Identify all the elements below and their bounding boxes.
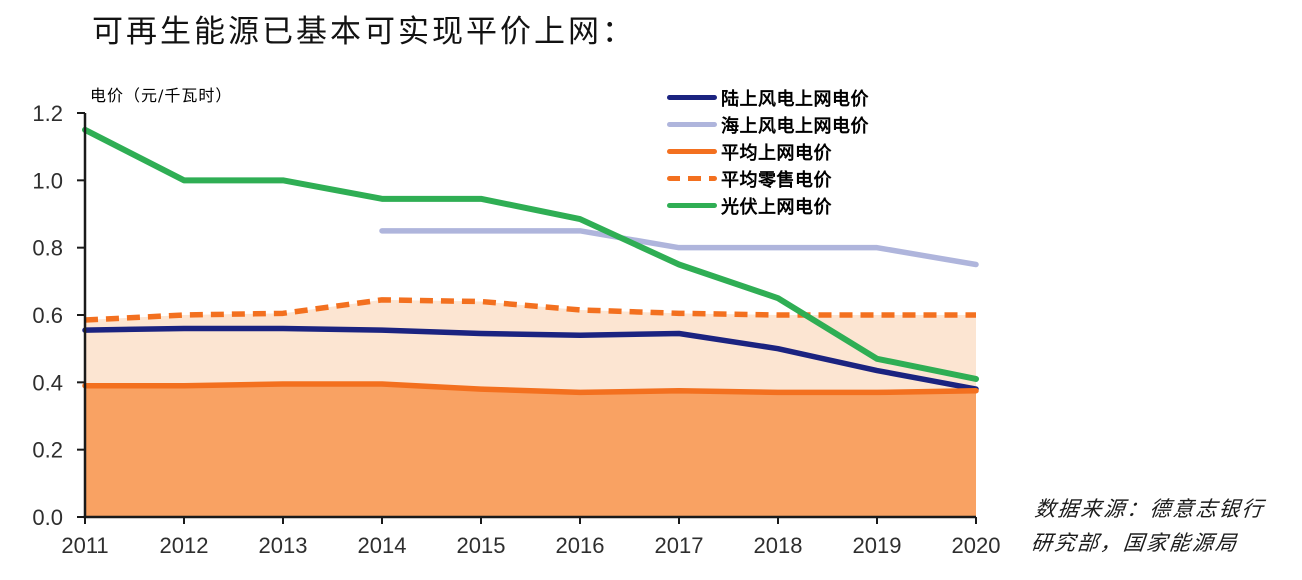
legend-swatch-line-icon (667, 149, 717, 154)
y-tick-label: 1.2 (32, 101, 63, 126)
x-tick-label: 2020 (952, 533, 1001, 558)
x-tick-label: 2015 (457, 533, 506, 558)
legend-swatch-line-icon (667, 203, 717, 208)
x-tick-label: 2017 (655, 533, 704, 558)
legend-label-offshore-wind: 海上风电上网电价 (721, 115, 869, 137)
legend-swatch-line-icon (667, 95, 717, 100)
y-tick-label: 0.6 (32, 303, 63, 328)
data-source-line-1: 数据来源：德意志银行 (1033, 497, 1267, 521)
series-line-retail (84, 297, 976, 323)
y-tick-label: 1.0 (32, 168, 63, 193)
y-axis-unit-label: 电价（元/千瓦时） (90, 86, 233, 105)
x-tick-label: 2014 (358, 533, 407, 558)
y-tick-label: 0.8 (32, 236, 63, 261)
series-line-offshore-wind (379, 228, 979, 268)
legend-swatch-line-icon (667, 122, 717, 127)
x-tick-label: 2012 (160, 533, 209, 558)
legend-label-retail: 平均零售电价 (721, 169, 832, 191)
legend-label-onshore-wind: 陆上风电上网电价 (721, 88, 869, 110)
data-source-note: 数据来源：德意志银行 研究部，国家能源局 (1029, 492, 1266, 560)
series-line-onshore-wind (82, 325, 979, 392)
y-tick-label: 0.2 (32, 438, 63, 463)
figure-title: 可再生能源已基本可实现平价上网： (92, 14, 636, 50)
x-tick-label: 2018 (754, 533, 803, 558)
x-tick-label: 2019 (853, 533, 902, 558)
series-line-avg-ongrid (82, 381, 979, 396)
band-fill-retail-to-avg (85, 299, 976, 393)
area-fill-avg-ongrid (85, 384, 976, 517)
legend-label-avg-ongrid: 平均上网电价 (721, 142, 832, 164)
x-tick-label: 2011 (61, 533, 108, 558)
legend-item-offshore-wind: 海上风电上网电价 (667, 111, 869, 138)
y-tick-label: 0.0 (32, 505, 63, 530)
legend-item-avg-ongrid: 平均上网电价 (667, 138, 869, 165)
legend-item-solar-pv: 光伏上网电价 (667, 192, 869, 219)
series-line-solar-pv (82, 126, 979, 382)
legend-swatch-dashed-line-icon (667, 176, 717, 181)
y-tick-label: 0.4 (32, 370, 63, 395)
legend-item-retail: 平均零售电价 (667, 165, 869, 192)
chart-legend: 陆上风电上网电价 海上风电上网电价 平均上网电价 平均零售电价 光伏上网电价 (667, 84, 869, 219)
x-tick-label: 2013 (259, 533, 308, 558)
data-source-line-2: 研究部，国家能源局 (1029, 531, 1240, 555)
legend-item-onshore-wind: 陆上风电上网电价 (667, 84, 869, 111)
x-tick-label: 2016 (556, 533, 605, 558)
legend-label-solar-pv: 光伏上网电价 (721, 196, 832, 218)
